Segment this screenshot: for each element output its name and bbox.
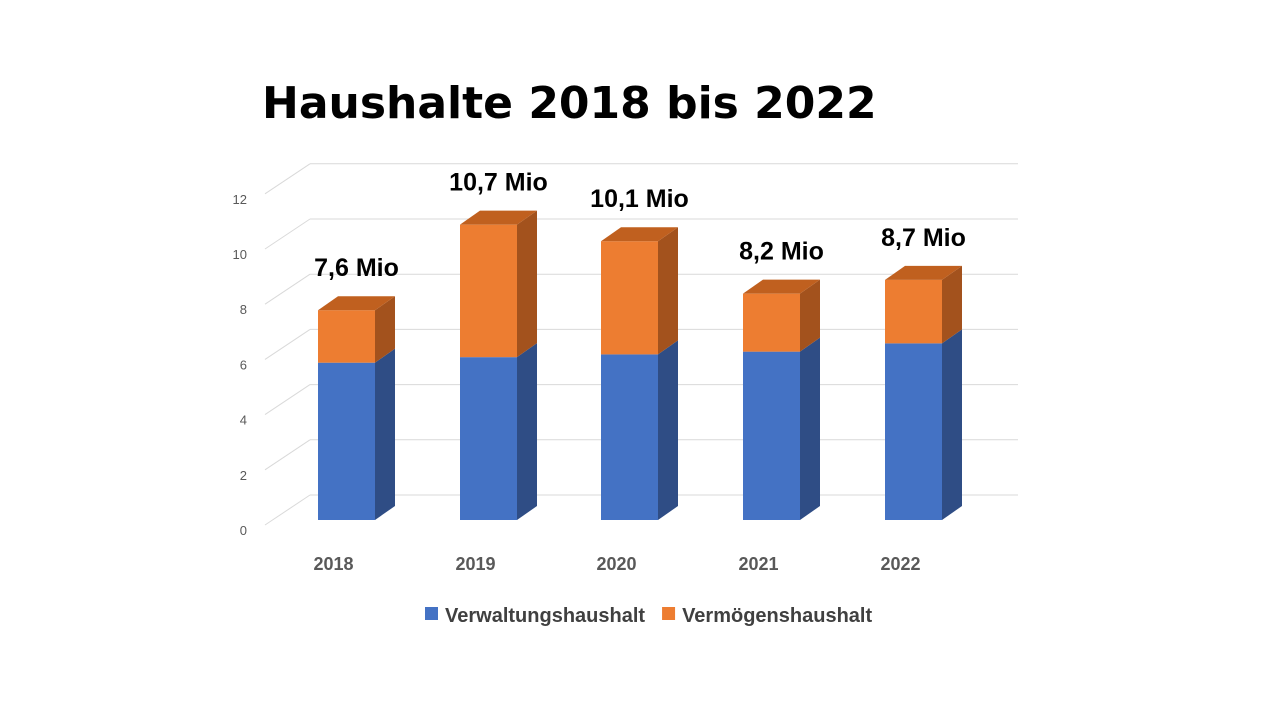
bar-side-0 xyxy=(375,348,395,520)
x-tick-label: 2020 xyxy=(596,554,636,574)
bar-side-1 xyxy=(517,210,537,358)
chart-title: Haushalte 2018 bis 2022 xyxy=(262,78,877,129)
bar-top xyxy=(743,279,820,294)
bar-segment-0 xyxy=(601,354,658,520)
gridline-depth xyxy=(264,439,311,471)
x-tick-label: 2018 xyxy=(313,554,353,574)
legend-label-0: Verwaltungshaushalt xyxy=(445,605,645,627)
bar-side-0 xyxy=(800,337,820,520)
bar-side-1 xyxy=(375,296,395,363)
bar-side-1 xyxy=(658,227,678,355)
y-tick-label: 4 xyxy=(240,413,247,428)
legend-label-1: Vermögenshaushalt xyxy=(682,605,872,627)
x-tick-label: 2019 xyxy=(455,554,495,574)
bar-segment-1 xyxy=(885,279,942,344)
bar-segment-0 xyxy=(885,343,942,520)
bar-side-0 xyxy=(942,329,962,520)
bar-segment-0 xyxy=(460,357,517,520)
y-tick-label: 12 xyxy=(233,192,247,207)
gridline-depth xyxy=(264,163,311,195)
legend-swatch-1 xyxy=(662,607,676,620)
bar-side-1 xyxy=(942,265,962,344)
data-label: 10,7 Mio xyxy=(449,169,548,197)
y-tick-label: 2 xyxy=(240,468,247,483)
bar-side-0 xyxy=(517,343,537,520)
bar-segment-1 xyxy=(460,224,517,358)
bar-segment-1 xyxy=(743,293,800,352)
bar-top xyxy=(885,265,962,280)
data-label: 8,2 Mio xyxy=(739,238,824,266)
bar-top xyxy=(318,296,395,311)
bar-side-0 xyxy=(658,340,678,520)
gridline-depth xyxy=(264,494,311,526)
legend-swatch-0 xyxy=(425,607,438,620)
gridline-depth xyxy=(264,384,311,416)
bar-segment-1 xyxy=(318,310,375,363)
x-tick-label: 2021 xyxy=(738,554,778,574)
bar-top xyxy=(460,210,537,225)
gridline-depth xyxy=(264,273,311,305)
bar-segment-0 xyxy=(318,362,375,520)
bar-segment-1 xyxy=(601,241,658,355)
x-tick-label: 2022 xyxy=(880,554,920,574)
data-label: 10,1 Mio xyxy=(590,185,689,213)
data-label: 8,7 Mio xyxy=(881,224,966,252)
data-label: 7,6 Mio xyxy=(314,254,399,282)
gridline-depth xyxy=(264,328,311,360)
bar-segment-0 xyxy=(743,351,800,520)
gridline-depth xyxy=(264,218,311,250)
y-tick-label: 8 xyxy=(240,302,247,317)
y-tick-label: 6 xyxy=(240,357,247,372)
y-tick-label: 0 xyxy=(240,523,247,538)
y-tick-label: 10 xyxy=(233,247,247,262)
bar-side-1 xyxy=(800,279,820,352)
bar-top xyxy=(601,227,678,242)
